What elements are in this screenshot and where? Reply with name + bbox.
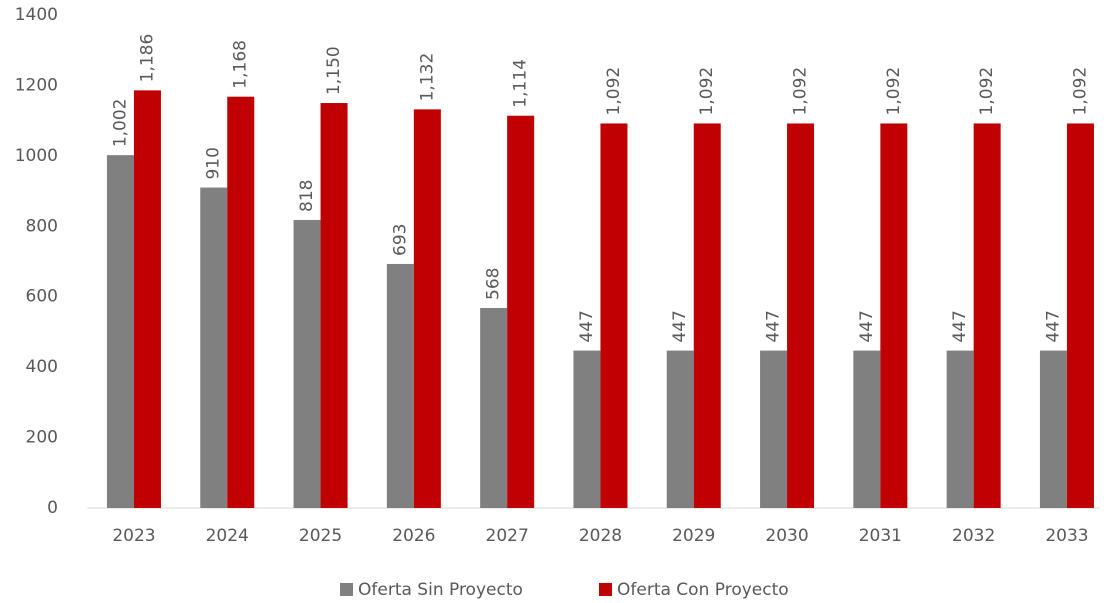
y-tick-label: 0	[47, 498, 58, 518]
data-label: 1,150	[324, 46, 344, 95]
y-tick-label: 1400	[15, 5, 58, 25]
legend-swatch	[340, 583, 353, 596]
data-label: 447	[577, 310, 597, 342]
y-tick-label: 200	[26, 428, 58, 448]
bar	[946, 350, 974, 508]
legend-label: Oferta Con Proyecto	[617, 580, 789, 600]
data-label: 693	[390, 224, 410, 256]
bar	[200, 187, 228, 509]
data-label: 447	[764, 310, 784, 342]
bar	[106, 155, 134, 508]
x-tick-label: 2030	[765, 526, 808, 546]
x-tick-label: 2024	[206, 526, 249, 546]
bar	[880, 123, 908, 509]
x-tick-label: 2032	[952, 526, 995, 546]
bar	[227, 96, 255, 508]
bar	[787, 123, 815, 509]
bar	[573, 350, 601, 508]
bar	[1066, 123, 1094, 509]
data-label: 1,168	[231, 40, 251, 89]
y-tick-label: 600	[26, 287, 58, 307]
x-tick-label: 2029	[672, 526, 715, 546]
bar	[760, 350, 788, 508]
bar	[1039, 350, 1067, 508]
data-label: 1,132	[417, 53, 437, 102]
y-tick-label: 800	[26, 216, 58, 236]
bar	[413, 109, 441, 509]
x-tick-label: 2025	[299, 526, 342, 546]
x-tick-label: 2033	[1045, 526, 1088, 546]
y-tick-label: 1200	[15, 75, 58, 95]
bar	[133, 90, 161, 508]
x-tick-label: 2028	[579, 526, 622, 546]
data-label: 1,114	[511, 59, 531, 108]
data-label: 910	[204, 147, 224, 179]
data-label: 1,092	[884, 67, 904, 116]
x-tick-label: 2026	[392, 526, 435, 546]
bar	[507, 115, 535, 508]
x-tick-label: 2031	[859, 526, 902, 546]
data-label: 818	[297, 179, 317, 211]
bar	[973, 123, 1001, 509]
data-label: 1,092	[604, 67, 624, 116]
x-tick-label: 2027	[486, 526, 529, 546]
legend-label: Oferta Sin Proyecto	[358, 580, 523, 600]
data-label: 1,002	[110, 98, 130, 147]
bar	[600, 123, 628, 509]
data-label: 1,092	[697, 67, 717, 116]
data-label: 1,092	[977, 67, 997, 116]
bar	[853, 350, 881, 508]
bar	[666, 350, 694, 508]
bar	[293, 219, 321, 508]
data-label: 1,092	[1070, 67, 1090, 116]
y-tick-label: 1000	[15, 146, 58, 166]
data-label: 1,092	[791, 67, 811, 116]
legend-swatch	[599, 583, 612, 596]
x-tick-label: 2023	[112, 526, 155, 546]
data-label: 1,186	[137, 34, 157, 83]
bar	[386, 263, 414, 508]
data-label: 447	[950, 310, 970, 342]
data-label: 447	[857, 310, 877, 342]
bar	[320, 103, 348, 509]
y-tick-label: 400	[26, 357, 58, 377]
bar	[693, 123, 721, 509]
data-label: 447	[1043, 310, 1063, 342]
bar	[480, 307, 508, 508]
data-label: 568	[484, 268, 504, 300]
data-label: 447	[670, 310, 690, 342]
